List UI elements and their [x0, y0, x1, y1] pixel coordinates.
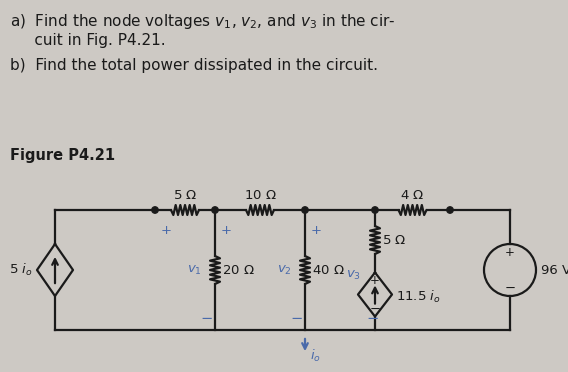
Text: +: + [161, 224, 172, 237]
Text: +: + [370, 274, 380, 287]
Text: 20 $\Omega$: 20 $\Omega$ [222, 263, 254, 276]
Text: $v_3$: $v_3$ [346, 269, 361, 282]
Text: cuit in Fig. P4.21.: cuit in Fig. P4.21. [10, 33, 166, 48]
Text: b)  Find the total power dissipated in the circuit.: b) Find the total power dissipated in th… [10, 58, 378, 73]
Circle shape [302, 207, 308, 213]
Text: 5 $\Omega$: 5 $\Omega$ [382, 234, 406, 247]
Text: −: − [367, 311, 379, 326]
Circle shape [212, 207, 218, 213]
Circle shape [447, 207, 453, 213]
Text: $v_1$: $v_1$ [187, 263, 202, 276]
Text: −: − [201, 311, 213, 326]
Text: 4 $\Omega$: 4 $\Omega$ [400, 189, 425, 202]
Text: $i_o$: $i_o$ [310, 348, 321, 364]
Text: $v_2$: $v_2$ [277, 263, 292, 276]
Text: a)  Find the node voltages $v_1$, $v_2$, and $v_3$ in the cir-: a) Find the node voltages $v_1$, $v_2$, … [10, 12, 395, 31]
Text: 40 $\Omega$: 40 $\Omega$ [312, 263, 345, 276]
Text: −: − [369, 303, 381, 316]
Text: −: − [504, 282, 516, 295]
Text: +: + [221, 224, 232, 237]
Text: +: + [311, 224, 322, 237]
Text: 96 V: 96 V [541, 263, 568, 276]
Text: +: + [505, 247, 515, 260]
Circle shape [372, 207, 378, 213]
Text: −: − [291, 311, 303, 326]
Text: 10 $\Omega$: 10 $\Omega$ [244, 189, 277, 202]
Circle shape [152, 207, 158, 213]
Text: 11.5 $i_o$: 11.5 $i_o$ [396, 288, 441, 305]
Text: 5 $\Omega$: 5 $\Omega$ [173, 189, 197, 202]
Text: 5 $i_o$: 5 $i_o$ [10, 262, 33, 278]
Text: Figure P4.21: Figure P4.21 [10, 148, 115, 163]
